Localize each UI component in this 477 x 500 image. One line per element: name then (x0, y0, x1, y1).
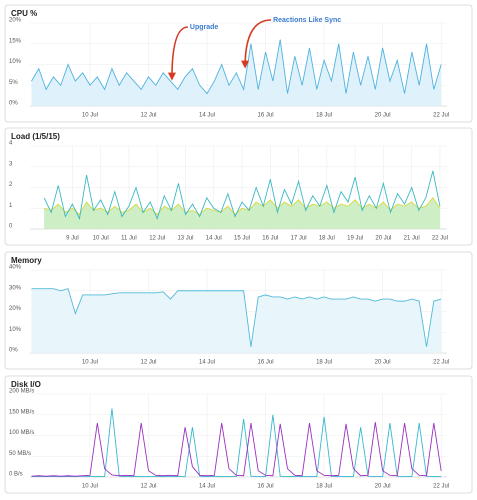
y-tick-label: 1 (9, 203, 13, 209)
panel-title: Disk I/O (11, 380, 41, 389)
panel: Disk I/O 0 B/s 50 MB/s 100 MB/s 150 MB/s 200 … (4, 375, 473, 494)
annotation: Reactions Like Sync (273, 17, 341, 24)
x-tick-label: 10 Jul (93, 236, 109, 242)
y-tick-label: 3 (9, 161, 13, 167)
x-tick-label: 21 Jul (404, 236, 420, 242)
x-tick-label: 17 Jul (291, 236, 307, 242)
annotation-arrow (241, 19, 272, 69)
y-tick-label: 2 (9, 182, 13, 188)
y-tick-label: 0 (9, 224, 13, 230)
x-tick-label: 18 Jul (316, 484, 332, 490)
x-tick-label: 22 Jul (433, 113, 449, 119)
x-tick-label: 14 Jul (199, 484, 215, 490)
area (31, 288, 442, 353)
y-tick-label: 10% (9, 327, 22, 333)
y-tick-label: 4 (9, 141, 13, 147)
y-tick-label: 0% (9, 348, 18, 354)
x-tick-label: 16 Jul (258, 360, 274, 366)
y-tick-label: 10% (9, 59, 22, 65)
x-tick-label: 12 Jul (141, 484, 157, 490)
x-tick-label: 20 Jul (375, 360, 391, 366)
panel: Memory 0% 10% 20% 30% 40% 10 Jul 12 Jul 14 Jul 16… (4, 251, 473, 370)
x-tick-label: 18 Jul (316, 113, 332, 119)
area (44, 197, 440, 229)
y-tick-label: 100 MB/s (9, 430, 34, 436)
x-tick-label: 20 Jul (375, 113, 391, 119)
line (31, 288, 442, 347)
x-tick-label: 10 Jul (82, 113, 98, 119)
x-tick-label: 14 Jul (199, 360, 215, 366)
x-tick-label: 9 Jul (66, 236, 79, 242)
y-tick-label: 20% (9, 306, 22, 312)
x-tick-label: 11 Jul (121, 236, 137, 242)
line (44, 197, 441, 216)
annotation-arrow (167, 26, 189, 81)
panel: CPU % 0% 5% 10% 15% 20% 10 Jul 12 Jul 14 Jul 16 J… (4, 4, 473, 123)
x-tick-label: 19 Jul (347, 236, 363, 242)
x-tick-label: 14 Jul (199, 113, 215, 119)
x-tick-label: 16 Jul (262, 236, 278, 242)
x-tick-label: 10 Jul (82, 484, 98, 490)
x-tick-label: 15 Jul (234, 236, 250, 242)
y-tick-label: 20% (9, 18, 22, 24)
y-tick-label: 5% (9, 80, 18, 86)
y-tick-label: 0% (9, 101, 18, 107)
x-tick-label: 16 Jul (258, 113, 274, 119)
y-tick-label: 200 MB/s (9, 389, 34, 395)
x-tick-label: 22 Jul (433, 484, 449, 490)
panel-title: CPU % (11, 9, 37, 18)
line (31, 39, 442, 95)
panel: Load (1/5/15) 0 1 2 3 4 9 Jul 10 Jul 11 Jul 12 Ju… (4, 127, 473, 246)
area (31, 39, 442, 106)
x-tick-label: 12 Jul (141, 113, 157, 119)
x-tick-label: 18 Jul (316, 360, 332, 366)
y-tick-label: 50 MB/s (9, 451, 31, 457)
x-tick-label: 12 Jul (141, 360, 157, 366)
line (31, 422, 442, 477)
x-tick-label: 12 Jul (149, 236, 165, 242)
line (43, 170, 441, 221)
x-tick-label: 18 Jul (319, 236, 335, 242)
annotation: Upgrade (190, 24, 219, 31)
y-tick-label: 30% (9, 285, 22, 291)
y-tick-label: 0 B/s (9, 472, 23, 478)
y-tick-label: 150 MB/s (9, 409, 34, 415)
x-tick-label: 22 Jul (432, 236, 448, 242)
x-tick-label: 20 Jul (375, 236, 391, 242)
line (31, 408, 442, 478)
x-tick-label: 14 Jul (206, 236, 222, 242)
x-tick-label: 22 Jul (433, 360, 449, 366)
y-tick-label: 40% (9, 265, 22, 271)
x-tick-label: 13 Jul (177, 236, 193, 242)
panel-title: Memory (11, 256, 42, 265)
x-tick-label: 10 Jul (82, 360, 98, 366)
y-tick-label: 15% (9, 38, 22, 44)
panel-title: Load (1/5/15) (11, 132, 60, 141)
x-tick-label: 20 Jul (375, 484, 391, 490)
x-tick-label: 16 Jul (258, 484, 274, 490)
